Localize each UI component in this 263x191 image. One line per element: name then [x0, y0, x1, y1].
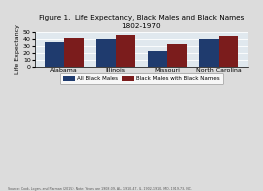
Bar	[219, 36, 238, 67]
Y-axis label: Life Expectancy: Life Expectancy	[15, 24, 20, 74]
Title: Figure 1.  Life Expectancy, Black Males and Black Names
1802-1970: Figure 1. Life Expectancy, Black Males a…	[39, 15, 244, 29]
Bar	[44, 42, 64, 67]
Legend: All Black Males, Black Males with Black Names: All Black Males, Black Males with Black …	[60, 73, 222, 84]
Bar	[116, 35, 135, 67]
Bar	[199, 39, 219, 67]
Text: Source: Cook, Logan, and Parman (2015). Note: Years are 1908-09, AL, 1910-47, IL: Source: Cook, Logan, and Parman (2015). …	[8, 187, 192, 191]
Bar	[167, 44, 187, 67]
Bar	[148, 51, 167, 67]
Bar	[64, 38, 84, 67]
Bar	[96, 39, 116, 67]
